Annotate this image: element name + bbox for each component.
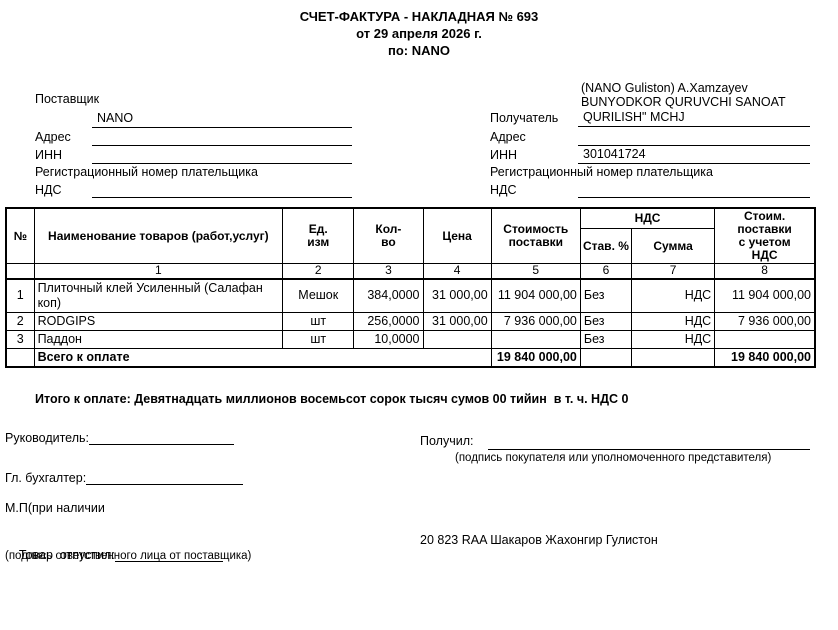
col-num-4: 4 xyxy=(422,263,492,280)
total-in-words: Итого к оплате: Девятнадцать миллионов в… xyxy=(35,392,629,406)
released-caption: (подпись ответственного лица от поставщи… xyxy=(5,550,252,562)
supplier-name-field: NANO xyxy=(92,111,352,128)
col-num-6: 6 xyxy=(579,263,633,280)
item-unit: Мешок xyxy=(282,278,355,313)
item-name: Плиточный клей Усиленный (Салафан коп) xyxy=(33,278,284,313)
buyer-vat-field xyxy=(578,181,810,198)
released-signature-row: Товар отпустил: xyxy=(5,533,223,576)
accountant-label: Гл. бухгалтер: xyxy=(5,471,87,485)
buyer-name-line1: (NANO Guliston) A.Xamzayev xyxy=(581,81,748,95)
head-signature-line xyxy=(89,430,235,445)
item-name: RODGIPS xyxy=(33,311,284,331)
buyer-address-label: Адрес xyxy=(490,130,526,144)
item-qty: 10,0000 xyxy=(353,329,424,349)
title-line-number: СЧЕТ-ФАКТУРА - НАКЛАДНАЯ № 693 xyxy=(299,9,539,24)
item-cost: 11 904 000,00 xyxy=(490,278,581,313)
buyer-address-field xyxy=(578,129,810,146)
accountant-signature-line xyxy=(86,470,244,485)
col-header-vat-group: НДС xyxy=(579,207,716,230)
item-vat-rate: Без xyxy=(579,329,633,349)
total-cost: 19 840 000,00 xyxy=(490,347,581,367)
col-header-unit: Ед. изм xyxy=(282,207,355,264)
supplier-vat-label: НДС xyxy=(35,183,62,197)
item-unit: шт xyxy=(282,329,355,349)
title-line-by: по: NANO xyxy=(387,43,450,58)
total-row: Всего к оплате 19 840 000,00 19 840 000,… xyxy=(5,347,816,367)
col-num-1: 1 xyxy=(33,263,284,280)
buyer-inn-field: 301041724 xyxy=(578,147,810,164)
supplier-address-field xyxy=(92,129,352,146)
item-vat-rate: Без xyxy=(579,311,633,331)
document-title: СЧЕТ-ФАКТУРА - НАКЛАДНАЯ № 693 от 29 апр… xyxy=(0,8,838,59)
table-row: 3 Паддон шт 10,0000 Без НДС xyxy=(5,329,816,349)
head-signature-row: Руководитель: xyxy=(5,430,235,445)
item-price: 31 000,00 xyxy=(422,278,492,313)
col-num-3: 3 xyxy=(353,263,424,280)
col-num-2: 2 xyxy=(282,263,355,280)
item-unit: шт xyxy=(282,311,355,331)
supplier-reg-label: Регистрационный номер плательщика xyxy=(35,165,258,179)
supplier-label: Поставщик xyxy=(35,92,100,106)
supplier-address-label: Адрес xyxy=(35,130,71,144)
item-num: 3 xyxy=(5,329,35,349)
column-numbers-row: 1 2 3 4 5 6 7 8 xyxy=(5,263,816,280)
item-vat-sum: НДС xyxy=(630,278,716,313)
col-header-price: Цена xyxy=(422,207,492,264)
item-total: 7 936 000,00 xyxy=(714,311,816,331)
item-qty: 384,0000 xyxy=(353,278,424,313)
item-cost: 7 936 000,00 xyxy=(490,311,581,331)
released-label: Товар отпустил: xyxy=(18,548,115,562)
item-num: 1 xyxy=(5,278,35,313)
total-amount: 19 840 000,00 xyxy=(714,347,816,367)
table-row: 1 Плиточный клей Усиленный (Салафан коп)… xyxy=(5,278,816,313)
item-cost xyxy=(490,329,581,349)
col-num-8: 8 xyxy=(714,263,816,280)
supplier-inn-field xyxy=(92,147,352,164)
item-total: 11 904 000,00 xyxy=(714,278,816,313)
supplier-vat-field xyxy=(92,181,352,198)
accountant-signature-row: Гл. бухгалтер: xyxy=(5,470,244,485)
col-header-qty: Кол- во xyxy=(353,207,424,264)
item-qty: 256,0000 xyxy=(353,311,424,331)
buyer-vat-label: НДС xyxy=(490,183,517,197)
item-num: 2 xyxy=(5,311,35,331)
buyer-name-line2: BUNYODKOR QURUVCHI SANOAT xyxy=(581,95,786,109)
table-row: 2 RODGIPS шт 256,0000 31 000,00 7 936 00… xyxy=(5,311,816,331)
item-name: Паддон xyxy=(33,329,284,349)
col-header-vat-rate: Став. % xyxy=(579,228,633,264)
stamp-label: М.П(при наличии xyxy=(5,501,105,515)
buyer-inn-label: ИНН xyxy=(490,148,518,162)
item-total xyxy=(714,329,816,349)
released-by-text: 20 823 RAA Шакаров Жахонгир Гулистон xyxy=(420,533,658,547)
received-signature-line xyxy=(488,434,810,450)
col-header-num: № xyxy=(5,207,35,264)
item-price xyxy=(422,329,492,349)
head-label: Руководитель: xyxy=(5,431,90,445)
item-vat-sum: НДС xyxy=(630,329,716,349)
col-header-cost: Стоимость поставки xyxy=(490,207,581,264)
col-num-7: 7 xyxy=(630,263,716,280)
items-table: № Наименование товаров (работ,услуг) Ед.… xyxy=(5,207,816,368)
col-header-total: Стоим. поставки с учетом НДС xyxy=(714,207,816,264)
item-vat-sum: НДС xyxy=(630,311,716,331)
col-header-name: Наименование товаров (работ,услуг) xyxy=(33,207,284,264)
received-label: Получил: xyxy=(420,434,474,448)
col-num-5: 5 xyxy=(490,263,581,280)
item-price: 31 000,00 xyxy=(422,311,492,331)
supplier-inn-label: ИНН xyxy=(35,148,63,162)
buyer-reg-label: Регистрационный номер плательщика xyxy=(490,165,713,179)
item-vat-rate: Без xyxy=(579,278,633,313)
total-row-label: Всего к оплате xyxy=(33,347,492,367)
released-signature-line xyxy=(114,547,223,562)
buyer-name-field: QURILISH" MCHJ xyxy=(578,110,810,127)
title-line-date: от 29 апреля 2026 г. xyxy=(356,26,482,41)
buyer-label: Получатель xyxy=(490,111,559,125)
received-caption: (подпись покупателя или уполномоченного … xyxy=(455,452,772,464)
col-header-vat-sum: Сумма xyxy=(630,228,716,264)
